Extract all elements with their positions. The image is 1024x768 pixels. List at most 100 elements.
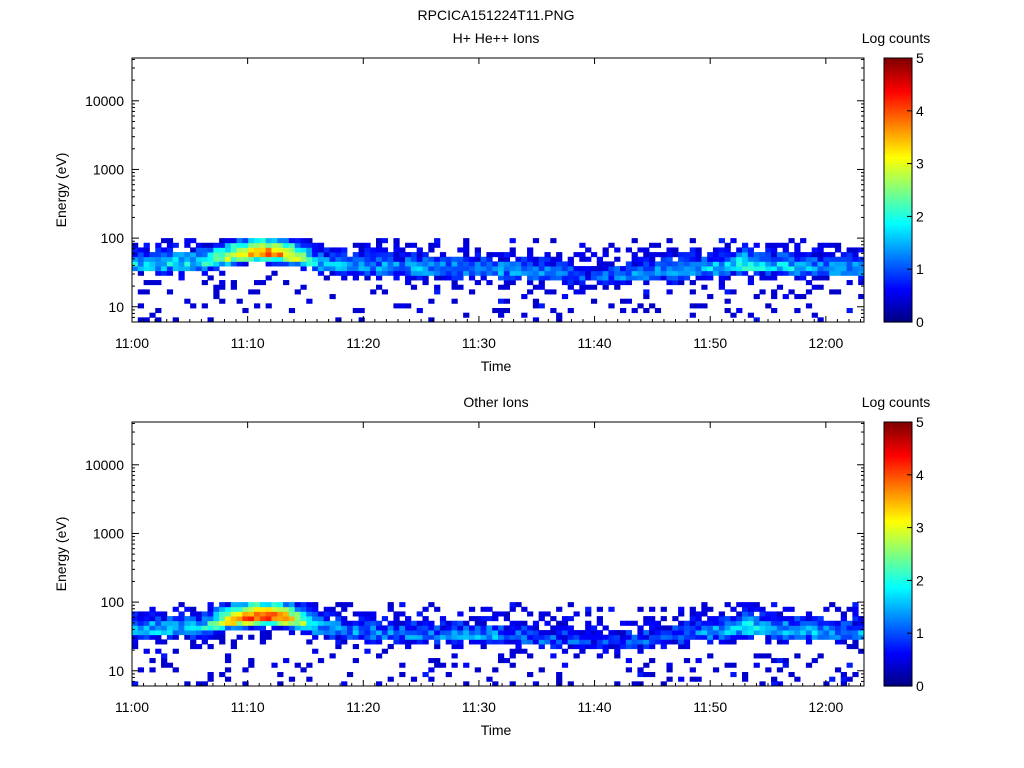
colorbar-segment <box>884 118 912 122</box>
heatmap-cell <box>689 266 696 272</box>
heatmap-cell <box>335 639 342 645</box>
heatmap-cell <box>219 602 226 608</box>
heatmap-cell <box>817 630 824 636</box>
heatmap-cell <box>166 247 174 253</box>
heatmap-cell <box>306 630 313 636</box>
heatmap-cell <box>701 275 708 281</box>
heatmap-cell <box>439 630 447 636</box>
heatmap-cell <box>428 242 435 248</box>
heatmap-cell <box>811 625 818 631</box>
heatmap-cell <box>172 625 179 631</box>
heatmap-cell <box>573 252 580 258</box>
heatmap-cell <box>143 266 150 272</box>
heatmap-cell <box>445 639 452 645</box>
heatmap-cell <box>631 639 638 645</box>
heatmap-cell <box>381 247 389 253</box>
heatmap-cell <box>254 602 261 608</box>
heatmap-cell <box>236 611 243 617</box>
heatmap-cell <box>335 625 342 631</box>
heatmap-cell <box>730 620 737 626</box>
heatmap-cell <box>532 639 540 645</box>
heatmap-cell <box>666 630 673 636</box>
heatmap-cell <box>718 611 725 617</box>
colorbar-segment <box>884 622 912 626</box>
heatmap-cell <box>451 625 458 631</box>
heatmap-cell <box>265 238 272 244</box>
heatmap-cell <box>742 672 749 678</box>
colorbar-segment <box>884 659 912 663</box>
heatmap-cell <box>416 270 423 276</box>
colorbar-segment <box>884 110 912 115</box>
heatmap-cell <box>207 252 214 258</box>
heatmap-cell <box>335 620 342 626</box>
heatmap-cell <box>800 270 807 276</box>
heatmap-cell <box>637 270 644 276</box>
heatmap-cell <box>660 625 667 631</box>
heatmap-cell <box>724 630 731 636</box>
heatmap-cell <box>794 676 801 682</box>
colorbar-segment <box>884 187 912 191</box>
x-tick-label: 11:50 <box>693 335 727 351</box>
heatmap-cell <box>428 620 435 626</box>
heatmap-cell <box>666 256 673 262</box>
colorbar-segment <box>884 635 912 640</box>
heatmap-cell <box>753 602 760 608</box>
heatmap-cell <box>649 275 656 281</box>
heatmap-cell <box>265 252 272 258</box>
heatmap-cell <box>207 317 214 323</box>
heatmap-cell <box>759 653 766 659</box>
heatmap-cell <box>678 252 685 258</box>
heatmap-cell <box>532 298 540 304</box>
heatmap-cell <box>306 242 313 248</box>
heatmap-cell <box>753 256 760 262</box>
heatmap-cell <box>457 630 464 636</box>
heatmap-cell <box>312 602 319 608</box>
heatmap-cell <box>724 242 731 248</box>
heatmap-cell <box>782 658 789 664</box>
heatmap-cell <box>451 662 458 668</box>
heatmap-cell <box>800 238 807 244</box>
colorbar-segment <box>884 87 912 91</box>
colorbar-segment <box>884 596 912 600</box>
heatmap-cell <box>474 639 481 645</box>
heatmap-cell <box>416 639 423 645</box>
heatmap-cell <box>381 252 389 258</box>
heatmap-cell <box>556 275 563 281</box>
heatmap-cell <box>370 247 377 253</box>
colorbar-segment <box>884 638 912 642</box>
heatmap-cell <box>515 256 522 262</box>
heatmap-cell <box>701 602 708 608</box>
heatmap-cell <box>137 266 145 272</box>
heatmap-cell <box>666 247 673 253</box>
heatmap-cell <box>300 247 307 253</box>
heatmap-cell <box>811 256 818 262</box>
heatmap-cell <box>654 639 662 645</box>
heatmap-cell <box>405 242 412 248</box>
heatmap-cell <box>695 261 702 267</box>
heatmap-cell <box>486 634 493 640</box>
heatmap-cell <box>858 616 865 622</box>
heatmap-cell <box>254 303 261 309</box>
heatmap-cell <box>498 266 505 272</box>
heatmap-cell <box>416 620 423 626</box>
heatmap-cell <box>166 261 174 267</box>
colorbar-tick-label: 2 <box>916 572 924 588</box>
heatmap-cell <box>312 625 319 631</box>
heatmap-cell <box>184 634 191 640</box>
heatmap-cell <box>718 275 725 281</box>
heatmap-cell <box>155 261 162 267</box>
heatmap-cell <box>532 620 540 626</box>
heatmap-cell <box>846 308 853 314</box>
colorbar-segment <box>884 561 912 566</box>
colorbar-label: Log counts <box>862 394 931 410</box>
heatmap-cell <box>503 280 511 286</box>
heatmap-cell <box>463 242 470 248</box>
colorbar-segment <box>884 208 912 212</box>
heatmap-cell <box>201 630 208 636</box>
heatmap-cell <box>381 289 389 295</box>
heatmap-cell <box>149 252 156 258</box>
heatmap-cell <box>474 616 481 622</box>
heatmap-cell <box>242 616 249 622</box>
heatmap-cell <box>672 275 679 281</box>
heatmap-cell <box>846 676 853 682</box>
